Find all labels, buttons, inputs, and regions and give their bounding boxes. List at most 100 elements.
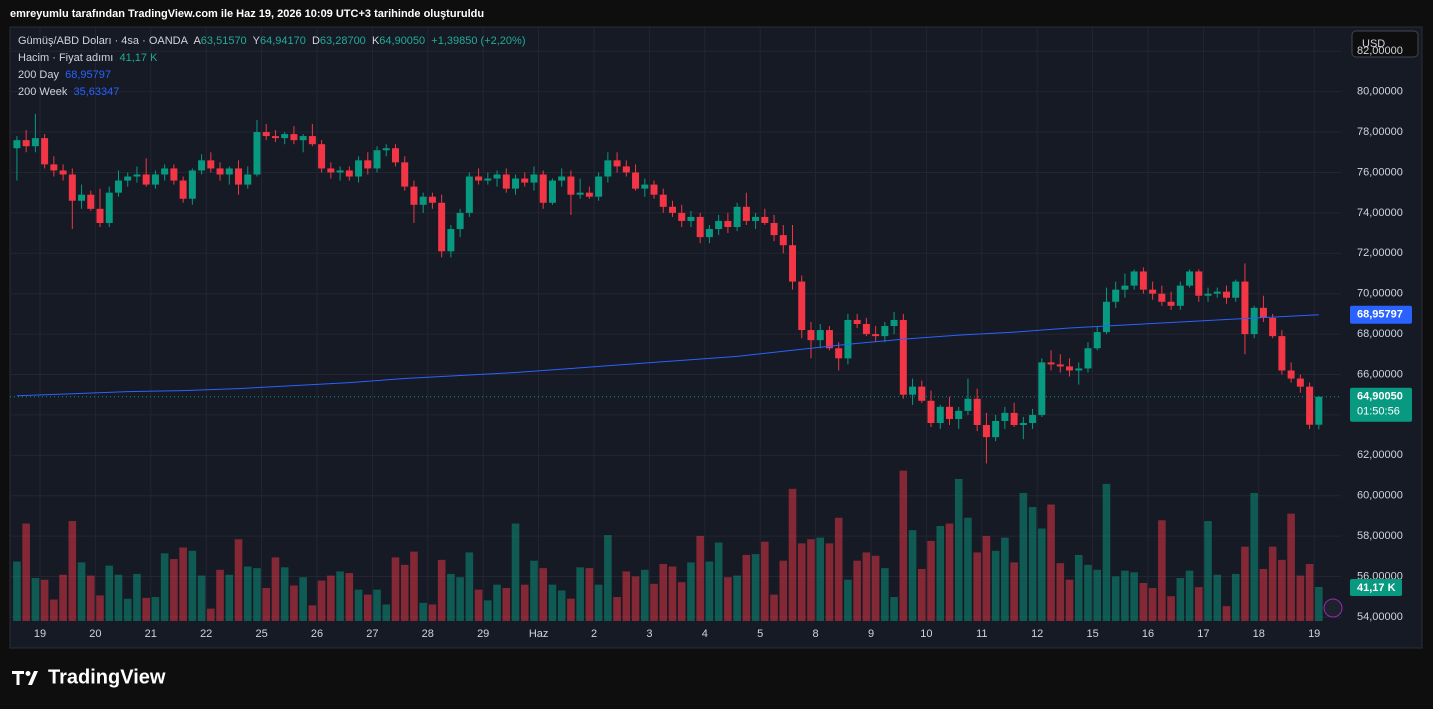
volume-bar	[761, 541, 769, 621]
volume-bar	[179, 547, 187, 621]
candle-body	[835, 348, 843, 359]
x-tick-label: 3	[646, 628, 652, 640]
candle-body	[1158, 293, 1166, 302]
candle-body	[456, 212, 464, 230]
volume-bar	[548, 584, 557, 621]
y-tick-label: 70,00000	[1357, 288, 1403, 300]
candle-body	[530, 174, 538, 183]
candle-body	[1259, 307, 1267, 318]
volume-bar	[991, 550, 1000, 621]
volume-box	[1350, 578, 1402, 596]
candle-body	[336, 170, 344, 173]
volume-bar	[1305, 564, 1314, 621]
y-tick-label: 60,00000	[1357, 490, 1403, 502]
ma2-name: 200 Week	[18, 86, 68, 98]
footer-logo: TradingView	[12, 666, 166, 688]
volume-bar	[1148, 587, 1157, 621]
volume-bar	[834, 517, 843, 621]
volume-bar	[733, 575, 741, 621]
candle-body	[595, 176, 603, 197]
volume-bar	[465, 552, 474, 621]
alert-button[interactable]	[1323, 598, 1343, 618]
volume-bar	[327, 575, 335, 621]
candle-body	[576, 192, 584, 195]
volume-bar	[770, 594, 778, 621]
volume-bar	[1194, 587, 1203, 621]
candle-body	[87, 194, 95, 209]
candle-body	[271, 136, 279, 139]
candle-body	[382, 148, 390, 151]
ma-line	[16, 314, 1319, 397]
ma-name: 200 Day	[18, 69, 59, 81]
candle-body	[179, 180, 187, 199]
candle-body	[687, 216, 695, 221]
candle-body	[705, 229, 713, 238]
volume-bar	[917, 568, 926, 621]
candle-body	[973, 398, 981, 426]
countdown: 01:50:56	[1357, 406, 1400, 418]
y-tick-label: 54,00000	[1357, 611, 1403, 623]
volume-bar	[31, 578, 40, 621]
volume-bar	[1084, 564, 1092, 621]
candle-body	[742, 206, 750, 221]
candle-body	[567, 176, 575, 195]
x-tick-label: 18	[1253, 628, 1265, 640]
x-tick-label: 10	[920, 628, 932, 640]
candle-body	[1084, 348, 1092, 369]
candle-body	[1047, 362, 1055, 365]
candle-body	[170, 168, 178, 181]
candle-body	[502, 174, 510, 189]
candle-body	[1019, 423, 1027, 426]
candle-body	[244, 174, 252, 185]
volume-bar	[779, 560, 788, 621]
x-tick-label: 29	[477, 628, 489, 640]
volume-bar	[1315, 586, 1323, 621]
currency-button[interactable]	[1351, 30, 1419, 58]
volume-bar	[502, 587, 511, 621]
volume-bar	[1038, 528, 1046, 621]
candle-body	[909, 386, 917, 395]
candle-body	[678, 212, 686, 221]
candle-body	[872, 334, 880, 337]
volume-bar	[170, 559, 178, 621]
volume-bar	[1111, 576, 1120, 621]
candle-body	[668, 206, 676, 213]
candle-body	[290, 134, 298, 141]
volume-bar	[927, 540, 935, 621]
candle-body	[1306, 386, 1314, 425]
volume-bar	[677, 582, 686, 621]
candle-body	[890, 319, 898, 327]
volume-bar	[1102, 483, 1111, 621]
candle-body	[613, 160, 621, 167]
volume-bar	[86, 575, 95, 621]
x-tick-label: 21	[145, 628, 157, 640]
volume-bar	[520, 584, 529, 621]
volume-bar	[557, 590, 566, 621]
volume-bar	[844, 579, 852, 621]
volume-bar	[816, 537, 825, 621]
volume-bar	[1158, 520, 1166, 621]
volume-bar	[59, 574, 67, 621]
y-tick-label: 72,00000	[1357, 247, 1403, 259]
l-value: 63,28700	[319, 35, 366, 47]
legend-ma: 200 Day 68,95797	[18, 69, 111, 81]
candle-body	[188, 170, 196, 199]
volume-bar	[1010, 562, 1018, 621]
l-label: D	[311, 35, 320, 47]
legend-volume: Hacim · Fiyat adımı 41,17 K	[18, 52, 157, 64]
candle-body	[1213, 291, 1221, 294]
candle-body	[105, 192, 113, 223]
candle-body	[789, 245, 797, 282]
volume-bar	[594, 584, 603, 621]
candle-body	[733, 206, 741, 228]
candle-body	[1029, 414, 1037, 423]
volume-bar	[890, 597, 898, 621]
volume-bar	[797, 543, 806, 621]
candle-body	[22, 140, 30, 147]
volume-bar	[114, 574, 123, 621]
x-tick-label: 15	[1086, 628, 1098, 640]
volume-bar	[945, 523, 954, 621]
candle-body	[253, 132, 261, 175]
volume-bar	[1001, 537, 1009, 621]
